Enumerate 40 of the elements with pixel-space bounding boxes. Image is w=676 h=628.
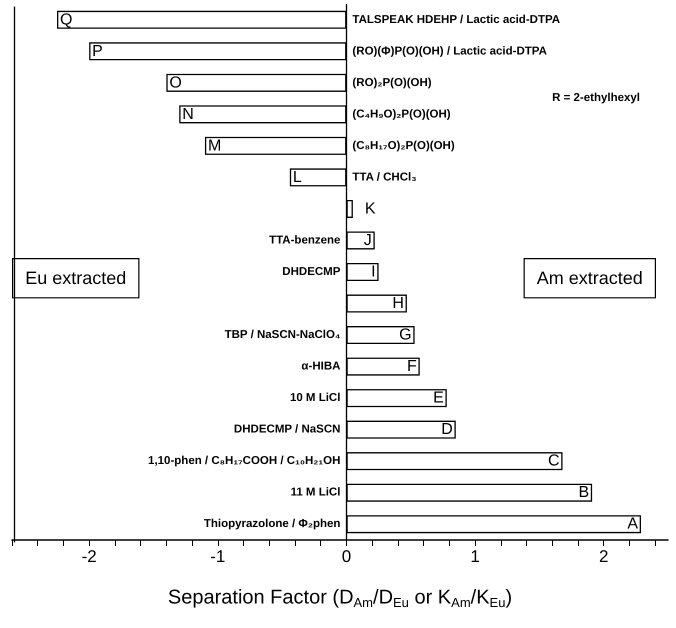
annotation: B <box>578 484 590 502</box>
y-tick-label: (RO)₂P(O)(OH) <box>352 76 432 89</box>
y-tick-label: TTA / CHCl₃ <box>352 171 417 184</box>
annotation: R = 2-ethylhexyl <box>552 92 640 104</box>
y-tick-label: TBP / NaSCN-NaClO₄ <box>224 329 340 342</box>
y-tick-label: TALSPEAK HDEHP / Lactic acid-DTPA <box>352 14 560 26</box>
y-tick-label: α-HIBA <box>301 360 340 373</box>
y-tick-label: 1,10-phen / C₈H₁₇COOH / C₁₀H₂₁OH <box>148 455 340 468</box>
y-tick-label: TTA-benzene <box>269 234 340 246</box>
annotation: J <box>364 232 372 249</box>
annotation: P <box>92 42 103 60</box>
annotation: G <box>399 326 412 344</box>
annotation: N <box>182 106 194 123</box>
annotation: H <box>392 295 404 312</box>
x-tick-label: -2 <box>82 547 97 566</box>
y-tick-label: 10 M LiCl <box>290 392 340 404</box>
y-tick-label: DHDECMP <box>282 266 341 278</box>
y-tick-label: (C₈H₁₇O)₂P(O)(OH) <box>352 140 455 152</box>
annotation: Am extracted <box>536 268 643 288</box>
y-tick-label: Thiopyrazolone / Φ₂phen <box>204 518 340 530</box>
annotation: E <box>433 390 444 407</box>
y-tick-label: 11 M LiCl <box>290 486 340 499</box>
x-tick-label: 2 <box>598 547 608 566</box>
annotation: M <box>208 137 222 154</box>
y-tick-label: (RO)(Φ)P(O)(OH) / Lactic acid-DTPA <box>352 45 547 58</box>
annotation: F <box>406 358 417 376</box>
x-tick-label: 1 <box>470 547 480 566</box>
annotation: Eu extracted <box>25 268 126 288</box>
annotation: L <box>292 168 302 186</box>
annotation: A <box>627 516 638 533</box>
annotation: D <box>441 421 453 438</box>
annotation: C <box>548 452 560 470</box>
annotation: K <box>364 200 376 218</box>
annotation: Q <box>60 11 72 28</box>
annotation: O <box>169 74 182 92</box>
y-tick-label: DHDECMP / NaSCN <box>234 424 340 436</box>
y-tick-label: (C₄H₉O)₂P(O)(OH) <box>352 108 451 120</box>
x-tick-label: 0 <box>342 547 352 566</box>
annotation: I <box>371 264 376 280</box>
x-tick-label: -1 <box>210 547 226 566</box>
